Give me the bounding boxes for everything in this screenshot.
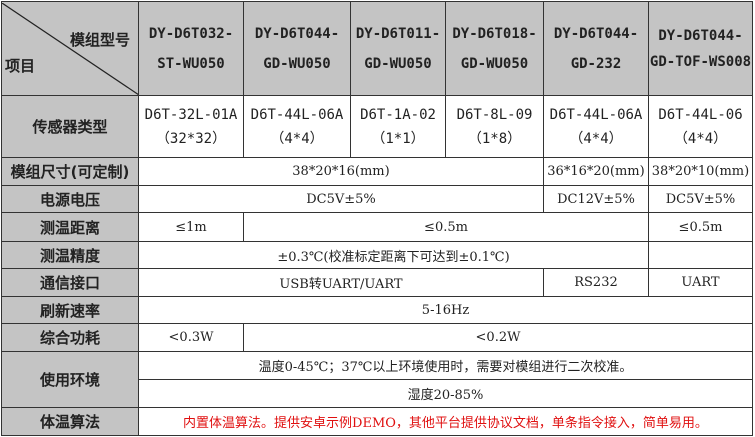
sensor-resolution: （1*8） xyxy=(467,130,522,147)
sensor-resolution: （4*4） xyxy=(569,130,623,147)
value-cell: ≤0.5m xyxy=(648,212,753,242)
sensor-model: D6T-1A-02 xyxy=(360,106,436,123)
value-cell: RS232 xyxy=(543,268,649,297)
row-label: 通信接口 xyxy=(1,268,139,297)
value-cell: 温度0-45℃；37℃以上环境使用时，需要对模组进行二次校准。 xyxy=(138,351,753,380)
header-row: 模组型号 项目 DY-D6T032-ST-WU050 DY-D6T044-GD-… xyxy=(1,1,753,96)
model-header: DY-D6T044-GD-232 xyxy=(543,1,649,96)
diagonal-line xyxy=(2,2,138,95)
model-header: DY-D6T032-ST-WU050 xyxy=(138,1,244,96)
value-cell: ≤0.5m xyxy=(243,212,649,242)
refresh-row: 刷新速率 5-16Hz xyxy=(1,296,753,324)
value-cell: 5-16Hz xyxy=(138,296,753,324)
sensor-model: D6T-44L-06A xyxy=(250,106,344,123)
sensor-row: 传感器类型 D6T-32L-01A （32*32） D6T-44L-06A （4*4… xyxy=(1,95,753,158)
sensor-resolution: （4*4） xyxy=(673,130,728,147)
sensor-cell: D6T-44L-06 （4*4） xyxy=(648,95,753,158)
value-cell: ±0.3℃(校准标定距离下可达到±0.1℃) xyxy=(138,241,649,269)
value-cell: 湿度20-85% xyxy=(138,379,753,408)
model-header: DY-D6T018-GD-WU050 xyxy=(445,1,544,96)
value-cell: ≤1m xyxy=(138,212,244,242)
distance-row: 测温距离 ≤1m ≤0.5m ≤0.5m xyxy=(1,212,753,242)
value-cell: DC12V±5% xyxy=(543,185,649,213)
value-cell: <0.3W xyxy=(138,323,244,352)
sensor-cell: D6T-44L-06A （4*4） xyxy=(543,95,649,158)
row-label: 体温算法 xyxy=(1,407,139,436)
value-cell: DC5V±5% xyxy=(648,185,753,213)
value-cell: <0.2W xyxy=(243,323,753,352)
row-label: 模组尺寸(可定制) xyxy=(1,157,139,186)
sensor-model: D6T-8L-09 xyxy=(456,106,533,123)
sensor-resolution: （32*32） xyxy=(155,130,227,147)
model-header: DY-D6T011-GD-WU050 xyxy=(350,1,446,96)
row-label: 测温精度 xyxy=(1,241,139,269)
row-label: 刷新速率 xyxy=(1,296,139,324)
sensor-resolution: （4*4） xyxy=(270,130,324,147)
consumption-row: 综合功耗 <0.3W <0.2W xyxy=(1,323,753,352)
size-row: 模组尺寸(可定制) 38*20*16(mm) 36*16*20(mm) 38*2… xyxy=(1,157,753,186)
humidity-row: 湿度20-85% xyxy=(2,379,753,408)
value-cell: 36*16*20(mm) xyxy=(543,157,649,186)
model-header-label: 模组型号 xyxy=(69,30,130,49)
value-cell: 内置体温算法。提供安卓示例DEMO，其他平台提供协议文档，单条指令接入，简单易用… xyxy=(138,407,753,436)
value-cell xyxy=(648,241,753,269)
value-cell: 38*20*16(mm) xyxy=(138,157,544,186)
value-cell: DC5V±5% xyxy=(138,185,544,213)
voltage-row: 电源电压 DC5V±5% DC12V±5% DC5V±5% xyxy=(1,185,753,213)
interface-row: 通信接口 USB转UART/UART RS232 UART xyxy=(1,268,753,297)
sensor-model: D6T-44L-06 xyxy=(658,106,743,123)
row-label: 传感器类型 xyxy=(1,95,139,158)
sensor-cell: D6T-44L-06A （4*4） xyxy=(243,95,351,158)
row-label: 测温距离 xyxy=(1,212,139,242)
item-header-label: 项目 xyxy=(5,56,36,75)
sensor-cell: D6T-32L-01A （32*32） xyxy=(138,95,244,158)
algorithm-row: 体温算法 内置体温算法。提供安卓示例DEMO，其他平台提供协议文档，单条指令接入… xyxy=(1,407,753,436)
sensor-model: D6T-44L-06A xyxy=(549,106,643,123)
accuracy-row: 测温精度 ±0.3℃(校准标定距离下可达到±0.1℃) xyxy=(1,241,753,269)
row-label: 综合功耗 xyxy=(1,323,139,352)
environment-row: 使用环境 温度0-45℃；37℃以上环境使用时，需要对模组进行二次校准。 xyxy=(1,351,753,408)
sensor-model: D6T-32L-01A xyxy=(144,106,238,123)
sensor-cell: D6T-1A-02 （1*1） xyxy=(350,95,446,158)
sensor-cell: D6T-8L-09 （1*8） xyxy=(445,95,544,158)
value-cell: 38*20*10(mm) xyxy=(648,157,753,186)
model-header: DY-D6T044-GD-WU050 xyxy=(243,1,351,96)
model-header: DY-D6T044-GD-TOF-WS008 xyxy=(648,1,753,96)
value-cell: USB转UART/UART xyxy=(138,268,544,297)
row-label: 电源电压 xyxy=(1,185,139,213)
value-cell: UART xyxy=(648,268,753,297)
corner-cell: 模组型号 项目 xyxy=(1,1,139,96)
sensor-resolution: （1*1） xyxy=(371,130,425,147)
row-label: 使用环境 xyxy=(1,351,139,408)
